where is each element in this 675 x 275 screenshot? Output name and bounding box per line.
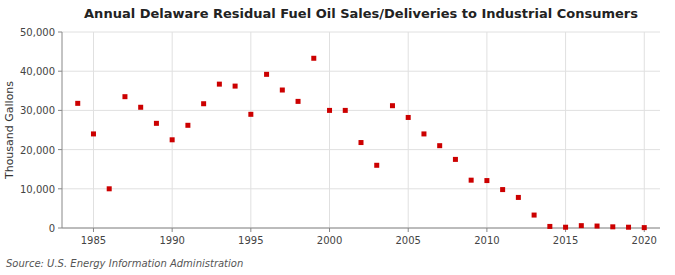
y-tick [58, 71, 62, 72]
point [122, 94, 127, 99]
x-grid-line [172, 32, 173, 228]
y-grid-line [62, 188, 660, 189]
x-grid-line [250, 32, 251, 228]
grid [62, 32, 660, 228]
point [248, 112, 253, 117]
x-tick-label: 1990 [159, 235, 184, 246]
x-grid-line [644, 32, 645, 228]
x-tick-label: 2010 [474, 235, 499, 246]
x-axis-line [62, 228, 660, 229]
point [390, 103, 395, 108]
point [233, 84, 238, 89]
point [563, 225, 568, 230]
point [406, 115, 411, 120]
x-tick-label: 2000 [317, 235, 342, 246]
y-tick-label: 10,000 [20, 184, 55, 195]
points [75, 56, 647, 230]
x-tick-label: 2020 [632, 235, 657, 246]
point [595, 224, 600, 229]
point [547, 224, 552, 229]
point [201, 101, 206, 106]
x-tick [408, 228, 409, 232]
y-tick [58, 149, 62, 150]
point [154, 121, 159, 126]
point [421, 131, 426, 136]
point [610, 224, 615, 229]
x-grid-line [565, 32, 566, 228]
point [453, 157, 458, 162]
point [516, 195, 521, 200]
y-tick-label: 40,000 [20, 66, 55, 77]
point [327, 108, 332, 113]
y-axis-label: Thousand Gallons [3, 81, 16, 180]
x-grid-line [329, 32, 330, 228]
x-tick-label: 1995 [238, 235, 263, 246]
point [107, 186, 112, 191]
x-tick-label: 1985 [81, 235, 106, 246]
y-tick-label: 20,000 [20, 145, 55, 156]
x-tick [93, 228, 94, 232]
y-tick [58, 110, 62, 111]
point [343, 108, 348, 113]
point [437, 143, 442, 148]
x-tick-label: 2015 [553, 235, 578, 246]
point [280, 88, 285, 93]
axes: 0 10,000 20,000 30,000 40,000 50,000 1985 1990 1… [20, 27, 660, 246]
point [532, 213, 537, 218]
y-tick [58, 32, 62, 33]
y-grid-line [62, 71, 660, 72]
x-tick [486, 228, 487, 232]
point [311, 56, 316, 61]
point [359, 140, 364, 145]
point [264, 72, 269, 77]
y-grid-line [62, 110, 660, 111]
source-annotation: Source: U.S. Energy Information Administ… [6, 258, 243, 269]
y-tick-label: 0 [49, 223, 55, 234]
point [500, 187, 505, 192]
chart: Annual Delaware Residual Fuel Oil Sales/… [0, 0, 675, 275]
y-tick-label: 30,000 [20, 105, 55, 116]
y-grid-line [62, 32, 660, 33]
y-tick [58, 188, 62, 189]
point [217, 82, 222, 87]
title: Annual Delaware Residual Fuel Oil Sales/… [84, 6, 638, 21]
y-tick [58, 228, 62, 229]
x-grid-line [93, 32, 94, 228]
x-grid-line [486, 32, 487, 228]
x-tick-label: 2005 [395, 235, 420, 246]
y-tick-label: 50,000 [20, 27, 55, 38]
point [170, 137, 175, 142]
point [75, 101, 80, 106]
point [579, 223, 584, 228]
y-axis-line [62, 32, 63, 228]
point [296, 99, 301, 104]
x-tick [172, 228, 173, 232]
point [185, 123, 190, 128]
point [374, 163, 379, 168]
point [469, 178, 474, 183]
y-grid-line [62, 228, 660, 229]
point [138, 105, 143, 110]
x-grid-line [408, 32, 409, 228]
y-grid-line [62, 149, 660, 150]
point [626, 225, 631, 230]
point [91, 131, 96, 136]
point [484, 178, 489, 183]
x-tick [329, 228, 330, 232]
point [642, 225, 647, 230]
x-tick [250, 228, 251, 232]
